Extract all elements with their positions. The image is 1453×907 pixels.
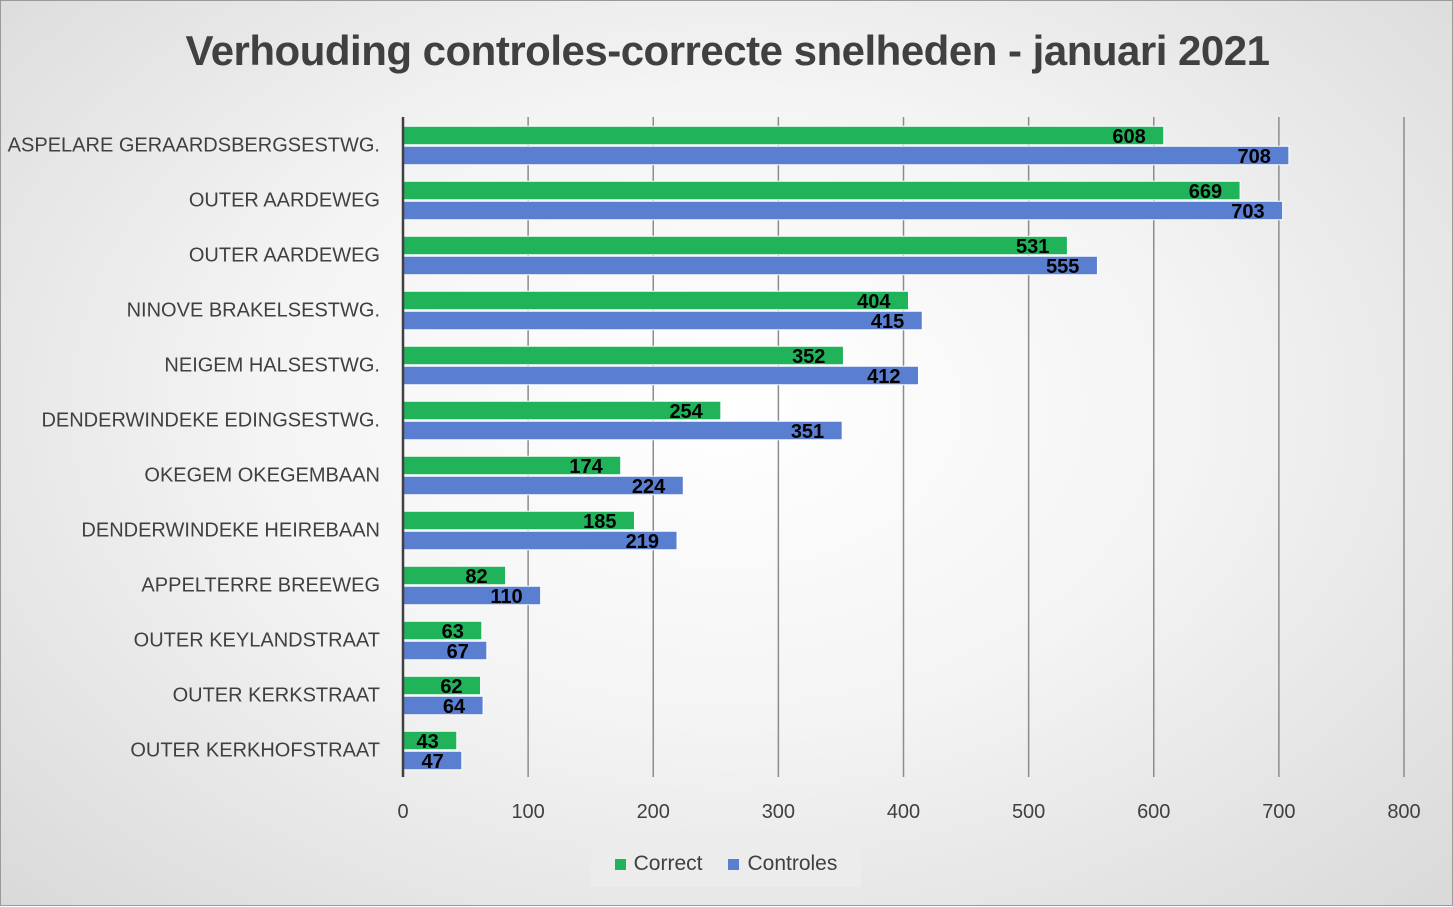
data-label-controles: 415 [871,311,904,333]
bar-controles [402,145,1290,166]
bar-controles [402,200,1284,221]
x-tick-label: 600 [1137,801,1170,823]
x-tick-label: 0 [397,801,408,823]
bar-correct [402,345,844,366]
category-label: OUTER AARDEWEG [189,190,380,212]
category-label: NEIGEM HALSESTWG. [164,355,380,377]
x-tick-label: 200 [637,801,670,823]
category-label: OKEGEM OKEGEMBAAN [144,465,380,487]
data-label-correct: 404 [857,291,891,313]
data-label-controles: 351 [791,421,824,443]
category-label: DENDERWINDEKE EDINGSESTWG. [41,410,380,432]
x-tick-label: 100 [511,801,544,823]
data-label-controles: 412 [867,366,900,388]
data-label-correct: 43 [417,731,439,753]
data-label-controles: 219 [626,531,659,553]
data-label-controles: 224 [632,476,666,498]
data-label-correct: 62 [440,676,462,698]
x-tick-label: 400 [887,801,920,823]
chart-legend: Correct Controles [591,841,861,887]
x-tick-label: 300 [762,801,795,823]
category-label: OUTER AARDEWEG [189,245,380,267]
data-label-controles: 64 [443,696,466,718]
legend-swatch-correct [614,858,626,870]
data-label-correct: 174 [569,456,603,478]
category-label: NINOVE BRAKELSESTWG. [127,300,380,322]
x-tick-label: 700 [1262,801,1295,823]
data-label-controles: 47 [422,751,444,773]
data-label-correct: 352 [792,346,825,368]
data-label-controles: 703 [1231,201,1264,223]
x-tick-label: 500 [1012,801,1045,823]
bar-correct [402,180,1241,201]
data-label-controles: 110 [490,586,522,608]
legend-label-controles: Controles [747,852,838,875]
legend-label-correct: Correct [633,852,703,875]
bar-correct [402,290,910,311]
bar-controles [402,420,843,441]
category-label: DENDERWINDEKE HEIREBAAN [81,520,380,542]
category-label: OUTER KERKSTRAAT [173,685,380,707]
data-label-correct: 63 [442,621,464,643]
data-label-controles: 555 [1046,256,1079,278]
data-label-correct: 185 [583,511,616,533]
legend-item-correct: Correct [614,852,703,876]
legend-item-controles: Controles [728,852,837,876]
data-label-correct: 254 [669,401,703,423]
x-tick-label: 800 [1387,801,1420,823]
legend-swatch-controles [728,858,740,870]
bar-controles [402,310,923,331]
category-label: ASPELARE GERAARDSBERGSESTWG. [8,135,380,157]
data-label-correct: 531 [1016,236,1049,258]
data-label-controles: 708 [1238,146,1271,168]
category-label: OUTER KERKHOFSTRAAT [130,740,380,762]
bar-correct [402,125,1165,146]
bar-correct [402,565,507,586]
bar-controles [402,255,1098,276]
data-label-correct: 82 [465,566,487,588]
data-label-correct: 608 [1112,126,1145,148]
category-label: APPELTERRE BREEWEG [141,575,380,597]
data-label-controles: 67 [447,641,469,663]
bar-controles [402,640,488,661]
bar-controles [402,365,920,386]
chart-title: Verhouding controles-correcte snelheden … [185,27,1271,74]
category-label: OUTER KEYLANDSTRAAT [134,630,380,652]
data-label-correct: 669 [1189,181,1222,203]
bar-correct [402,235,1068,256]
